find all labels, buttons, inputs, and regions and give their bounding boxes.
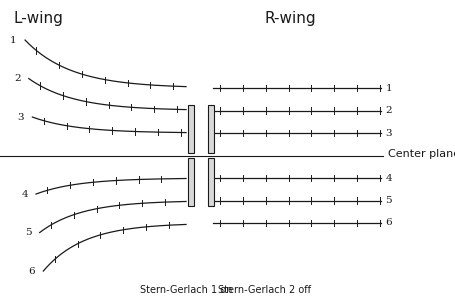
Text: 5: 5 — [25, 228, 31, 237]
Text: R-wing: R-wing — [264, 11, 315, 26]
Text: 6: 6 — [384, 218, 391, 228]
Text: Center plane: Center plane — [387, 149, 455, 159]
Text: 3: 3 — [384, 128, 391, 138]
Text: L-wing: L-wing — [14, 11, 63, 26]
Text: Stern-Gerlach 1 on: Stern-Gerlach 1 on — [140, 285, 233, 295]
Bar — [187, 105, 193, 153]
Text: 1: 1 — [10, 35, 17, 45]
Bar — [187, 158, 193, 206]
Text: 4: 4 — [384, 173, 391, 183]
Text: 1: 1 — [384, 83, 391, 93]
Text: 2: 2 — [384, 106, 391, 115]
Text: 6: 6 — [28, 266, 35, 276]
Text: 2: 2 — [14, 74, 20, 83]
Text: 3: 3 — [17, 112, 24, 122]
Text: Stern-Gerlach 2 off: Stern-Gerlach 2 off — [217, 285, 310, 295]
Text: 5: 5 — [384, 196, 391, 205]
Bar — [207, 158, 213, 206]
Text: 4: 4 — [21, 189, 28, 199]
Bar — [207, 105, 213, 153]
